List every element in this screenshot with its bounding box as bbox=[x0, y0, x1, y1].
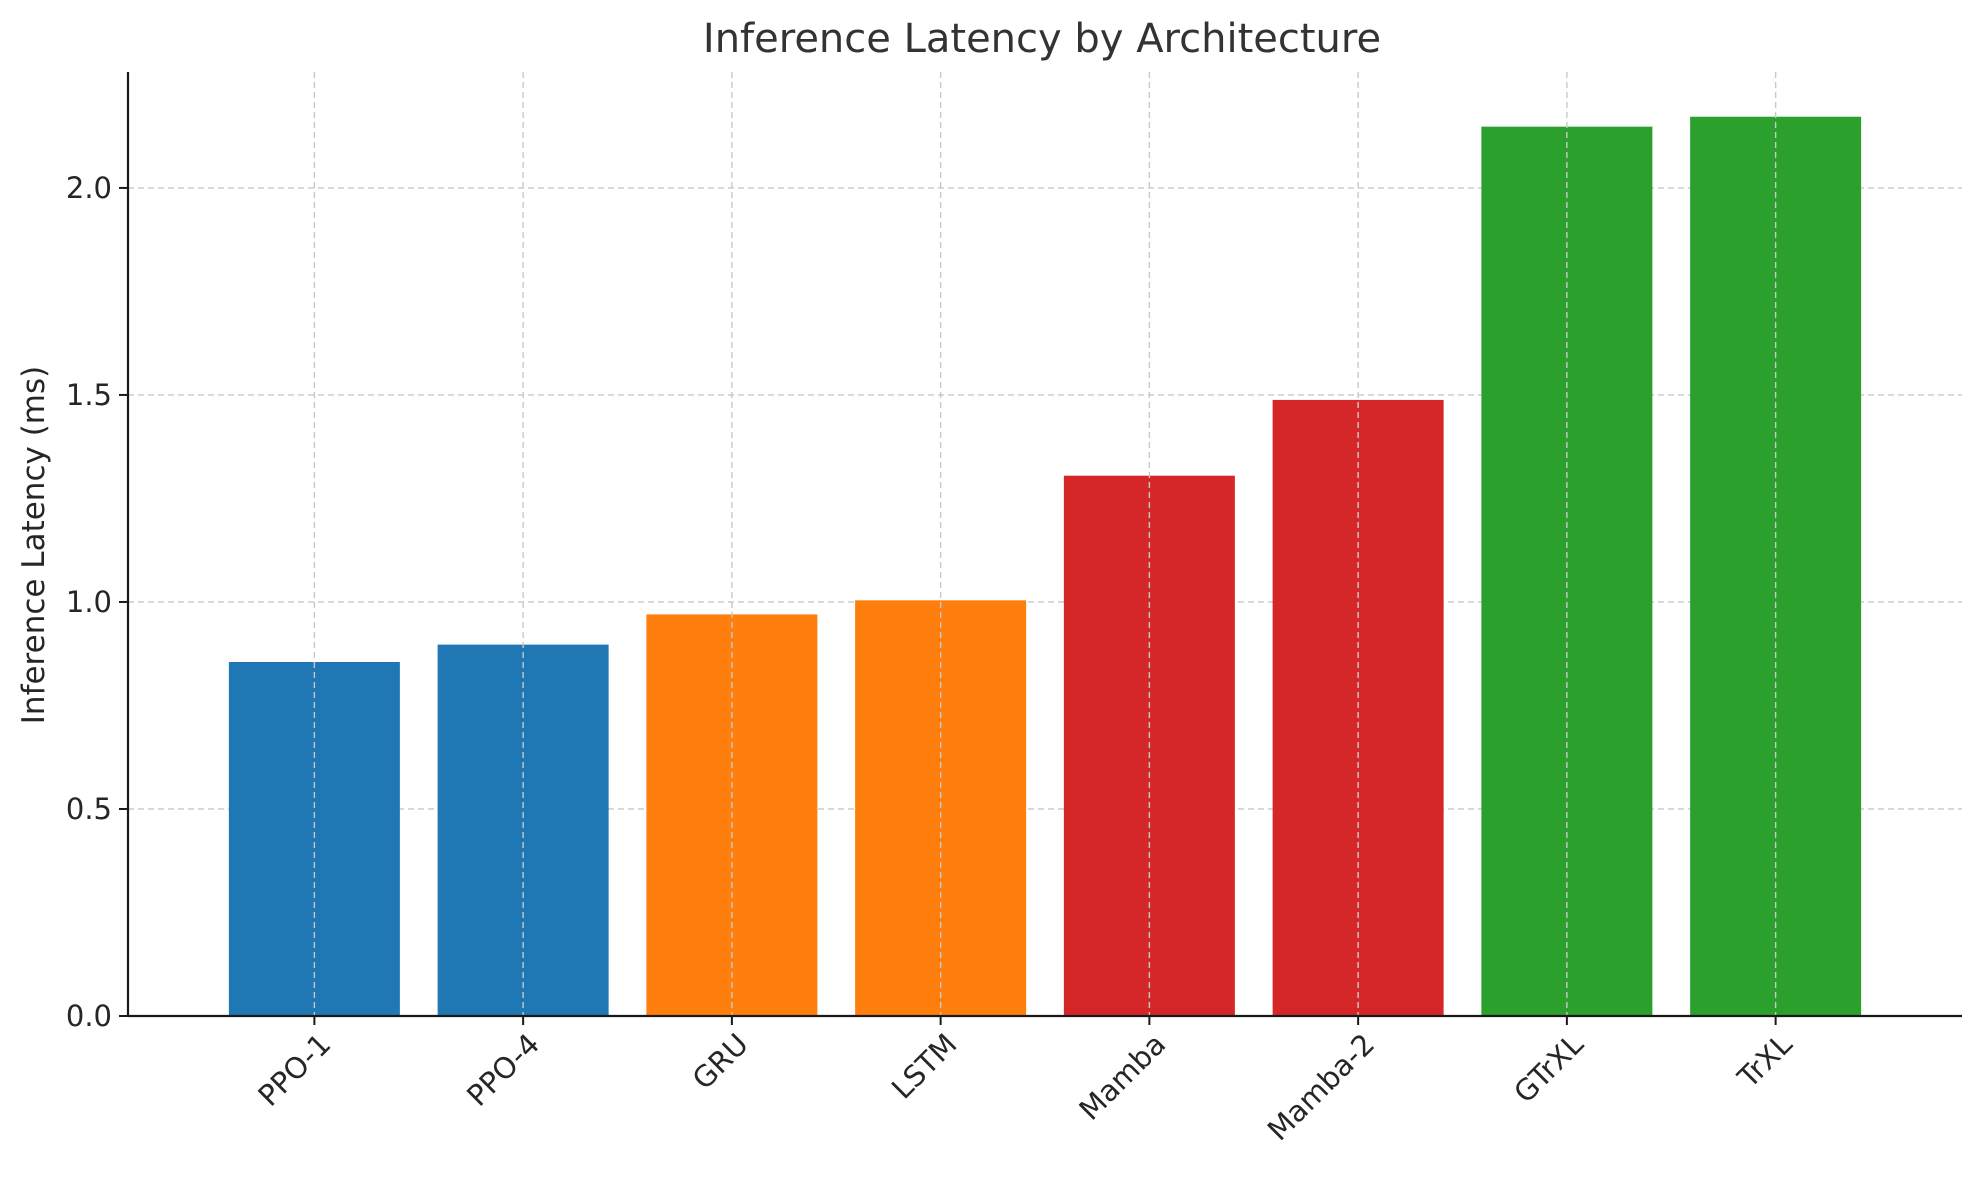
y-tick-label: 0.0 bbox=[66, 999, 112, 1033]
chart-title: Inference Latency by Architecture bbox=[703, 16, 1381, 62]
y-tick-label: 1.5 bbox=[66, 378, 112, 412]
x-tick-label: GRU bbox=[686, 1027, 755, 1096]
x-tick-label: Mamba-2 bbox=[1261, 1027, 1381, 1147]
bar-ppo-4 bbox=[437, 644, 609, 1016]
x-tick-label: GTrXL bbox=[1507, 1027, 1590, 1110]
x-tick-label: LSTM bbox=[885, 1027, 964, 1106]
y-tick-label: 1.0 bbox=[66, 585, 112, 619]
bars-layer bbox=[228, 72, 1862, 1017]
x-tick-label: PPO-1 bbox=[251, 1027, 337, 1113]
y-axis-label: Inference Latency (ms) bbox=[16, 366, 52, 724]
x-tick-label: TrXL bbox=[1730, 1027, 1798, 1095]
x-tick-label: Mamba bbox=[1072, 1027, 1172, 1127]
grid-layer bbox=[128, 187, 1962, 810]
axes-layer bbox=[119, 72, 1962, 1025]
x-tick-label: PPO-4 bbox=[460, 1027, 546, 1113]
y-tick-label: 0.5 bbox=[66, 792, 112, 826]
y-tick-label: 2.0 bbox=[66, 171, 112, 205]
